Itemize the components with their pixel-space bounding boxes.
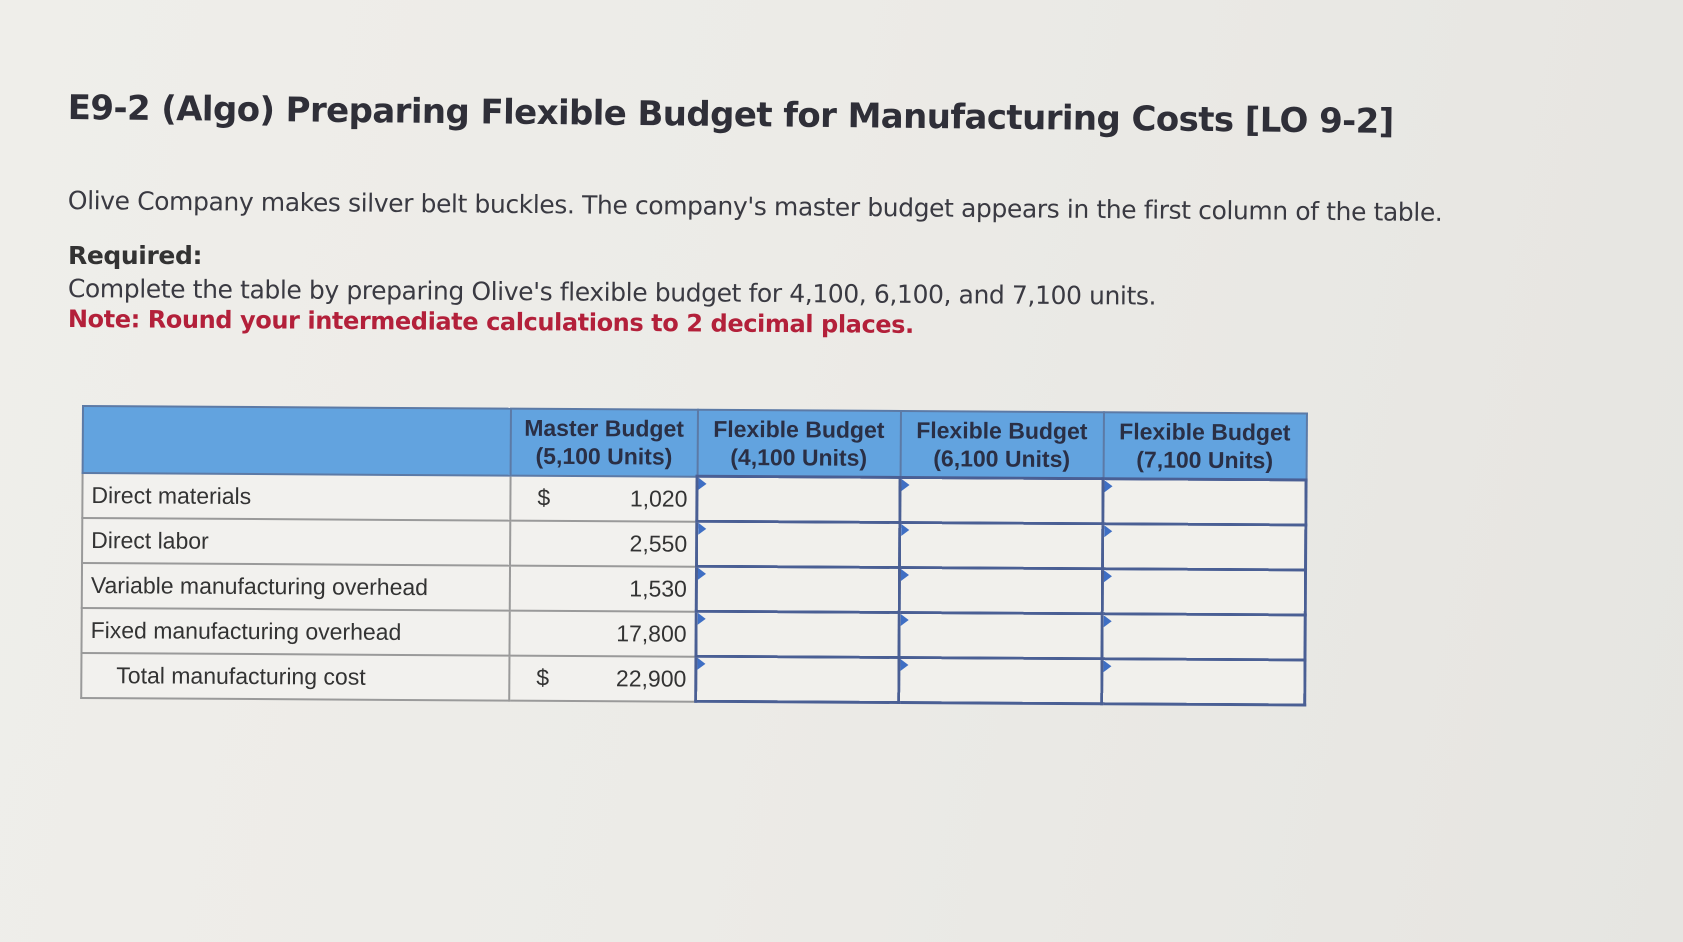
required-heading: Required:: [68, 241, 203, 270]
flex-4100-cell[interactable]: [695, 656, 899, 703]
direct-labor-6100-input[interactable]: [909, 525, 1094, 567]
header-flex-6100: Flexible Budget (6,100 Units): [900, 410, 1104, 479]
header-blank: [82, 406, 511, 476]
row-label: Variable manufacturing overhead: [81, 562, 511, 611]
total-7100-input[interactable]: [1111, 661, 1296, 703]
total-6100-input[interactable]: [908, 660, 1093, 702]
row-label: Total manufacturing cost: [81, 652, 510, 701]
flex-6100-cell[interactable]: [898, 612, 1103, 659]
input-marker-icon: [901, 524, 910, 537]
fixed-overhead-7100-input[interactable]: [1111, 616, 1296, 658]
table-row-variable-overhead: Variable manufacturing overhead 1,530: [81, 562, 1306, 615]
row-label: Fixed manufacturing overhead: [81, 607, 510, 656]
input-marker-icon: [900, 569, 910, 582]
total-4100-input[interactable]: [705, 658, 890, 700]
header-flex-4100: Flexible Budget (4,100 Units): [697, 409, 901, 478]
input-marker-icon: [698, 522, 707, 535]
input-marker-icon: [901, 479, 910, 492]
header-master-budget: Master Budget (5,100 Units): [510, 408, 698, 477]
variable-overhead-7100-input[interactable]: [1111, 571, 1296, 613]
input-marker-icon: [1103, 660, 1112, 673]
direct-labor-4100-input[interactable]: [706, 523, 891, 565]
flex-4100-cell[interactable]: [696, 566, 900, 613]
flex-7100-cell[interactable]: [1102, 523, 1306, 570]
input-marker-icon: [697, 657, 706, 670]
intro-text: Olive Company makes silver belt buckles.…: [67, 186, 1443, 227]
flex-7100-cell[interactable]: [1102, 568, 1306, 615]
master-value: $1,020: [510, 475, 698, 522]
master-value: 2,550: [510, 520, 697, 567]
input-marker-icon: [697, 612, 706, 625]
flex-7100-cell[interactable]: [1101, 613, 1306, 660]
direct-materials-7100-input[interactable]: [1112, 481, 1297, 523]
variable-overhead-4100-input[interactable]: [705, 568, 891, 610]
table-row-direct-labor: Direct labor 2,550: [82, 517, 1306, 570]
flex-6100-cell[interactable]: [899, 567, 1103, 614]
table-header-row: Master Budget (5,100 Units) Flexible Budg…: [82, 406, 1307, 480]
fixed-overhead-6100-input[interactable]: [908, 615, 1093, 657]
row-label: Direct labor: [82, 517, 511, 566]
direct-labor-7100-input[interactable]: [1112, 526, 1297, 568]
header-flex-7100: Flexible Budget (7,100 Units): [1103, 412, 1307, 480]
table-row-fixed-overhead: Fixed manufacturing overhead 17,800: [81, 607, 1306, 660]
row-label: Direct materials: [82, 472, 511, 521]
flex-6100-cell[interactable]: [898, 657, 1102, 704]
table-row-direct-materials: Direct materials $1,020: [82, 472, 1307, 525]
flex-4100-cell[interactable]: [696, 521, 900, 568]
input-marker-icon: [1103, 615, 1112, 628]
input-marker-icon: [1104, 525, 1113, 538]
problem-page: E9-2 (Algo) Preparing Flexible Budget fo…: [67, 88, 1628, 339]
flex-4100-cell[interactable]: [696, 476, 901, 523]
direct-materials-4100-input[interactable]: [706, 478, 891, 520]
input-marker-icon: [1104, 480, 1113, 493]
table-row-total: Total manufacturing cost $22,900: [81, 652, 1305, 705]
currency-symbol: $: [536, 664, 550, 691]
input-marker-icon: [900, 614, 909, 627]
flex-7100-cell[interactable]: [1101, 658, 1305, 705]
direct-materials-6100-input[interactable]: [909, 480, 1094, 522]
master-value: 1,530: [509, 565, 697, 612]
flexible-budget-table: Master Budget (5,100 Units) Flexible Budg…: [80, 405, 1308, 707]
flex-4100-cell[interactable]: [695, 611, 900, 658]
flex-7100-cell[interactable]: [1102, 478, 1307, 525]
flex-6100-cell[interactable]: [899, 522, 1103, 569]
master-value: $22,900: [509, 655, 696, 702]
flex-6100-cell[interactable]: [899, 477, 1104, 524]
page-title: E9-2 (Algo) Preparing Flexible Budget fo…: [67, 88, 1394, 142]
input-marker-icon: [697, 567, 707, 580]
fixed-overhead-4100-input[interactable]: [705, 613, 890, 655]
master-value: 17,800: [509, 610, 697, 657]
input-marker-icon: [1103, 570, 1113, 583]
input-marker-icon: [698, 477, 707, 490]
currency-symbol: $: [537, 484, 551, 511]
input-marker-icon: [900, 659, 909, 672]
variable-overhead-6100-input[interactable]: [908, 570, 1094, 612]
